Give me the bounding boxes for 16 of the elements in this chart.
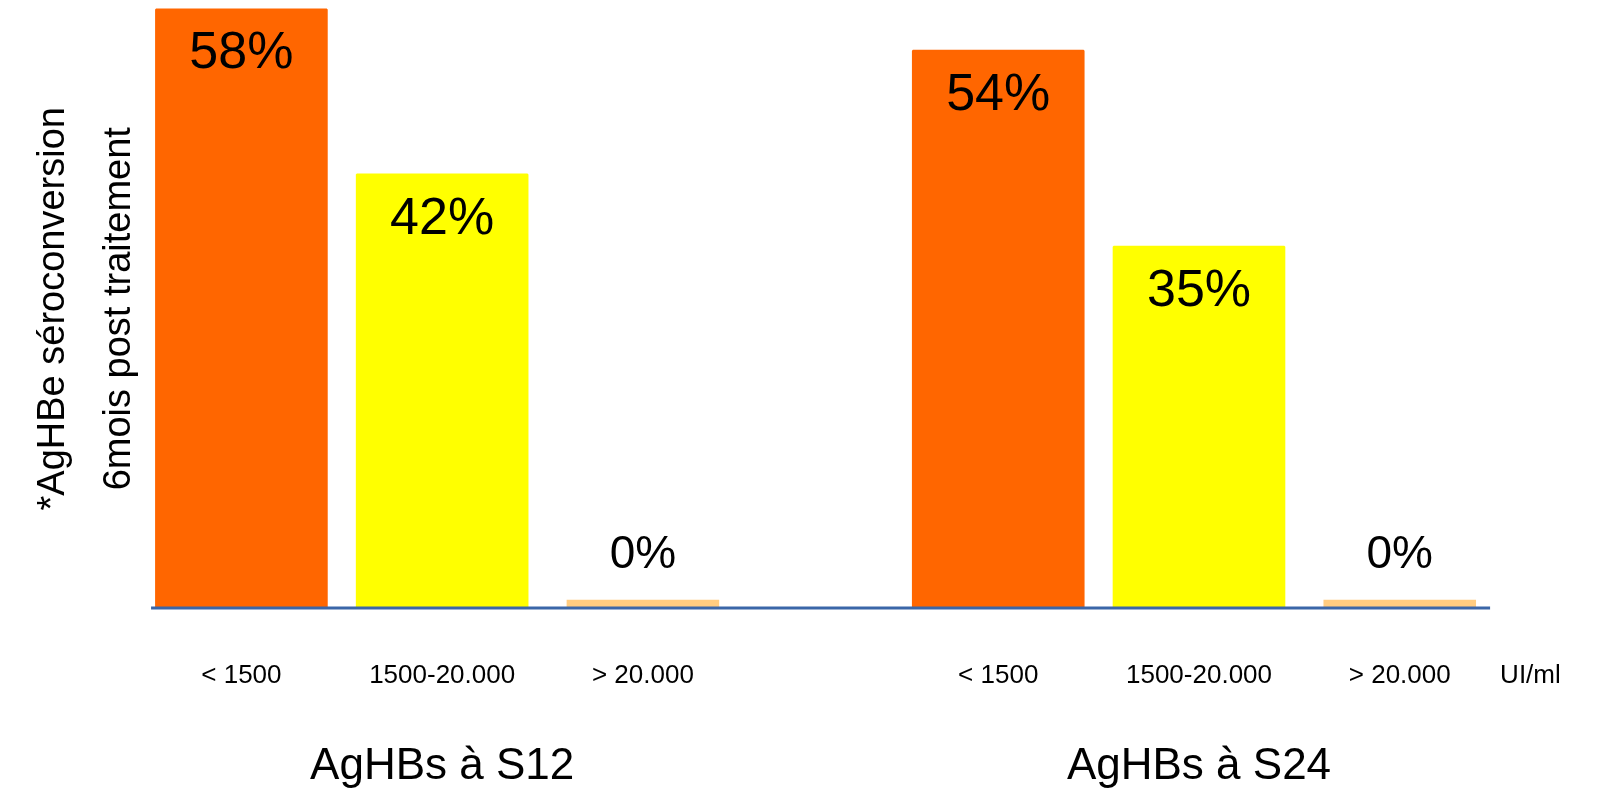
text: UI/ml [1500, 658, 1561, 689]
data-label: 54% [946, 62, 1051, 121]
data-label: 0% [609, 526, 677, 579]
data-label: 0% [1366, 526, 1433, 579]
data-label: 58% [189, 21, 294, 80]
text: AgHBs à S12 [310, 739, 575, 789]
data-label: 42% [390, 186, 495, 245]
x-tick-label: 1500-20.000 [1125, 658, 1273, 689]
y-axis-title: *AgHBe séroconversion 6mois post traitement [29, 107, 138, 511]
x-tick-label: > 20.000 [1348, 658, 1451, 689]
x-tick-label: < 1500 [201, 658, 282, 689]
text: AgHBs à S24 [1066, 739, 1332, 789]
x-tick-label: < 1500 [958, 658, 1039, 689]
x-tick-label: 1500-20.000 [369, 658, 516, 689]
x-tick-label: > 20.000 [591, 658, 694, 689]
data-label: 35% [1146, 258, 1252, 317]
